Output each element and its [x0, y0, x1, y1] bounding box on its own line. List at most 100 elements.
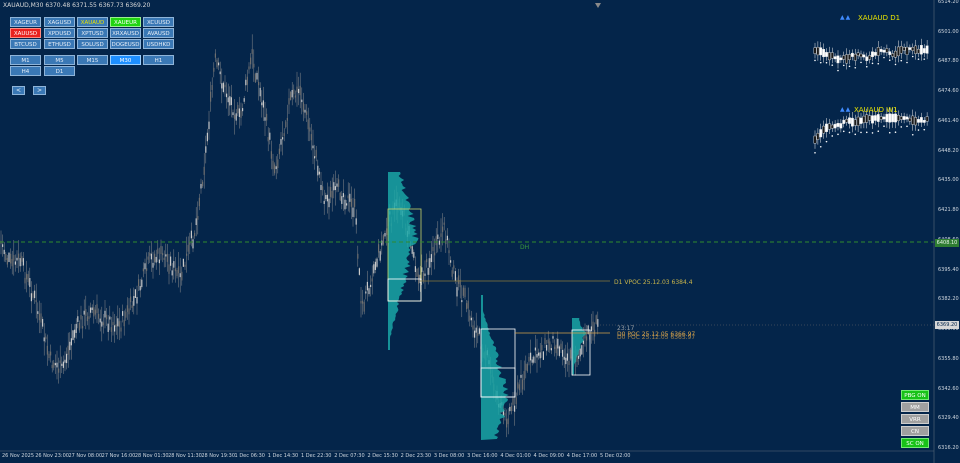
- symbol-button-btcusd[interactable]: BTCUSD: [10, 39, 41, 49]
- candle-body: [158, 259, 160, 264]
- candle-body: [237, 104, 239, 114]
- candle-body: [526, 363, 528, 372]
- timeframe-button-h1[interactable]: H1: [143, 55, 174, 65]
- mini-candle-body: [876, 114, 880, 122]
- nav-prev-button[interactable]: <: [12, 86, 25, 95]
- mm-button[interactable]: MM: [901, 402, 929, 412]
- candle-body: [443, 222, 445, 225]
- mini-indicator-dot: [837, 69, 839, 72]
- mini-candle-body: [873, 115, 877, 121]
- vrr-button[interactable]: VRR: [901, 414, 929, 424]
- symbol-button-solusd[interactable]: SOLUSD: [77, 39, 108, 49]
- candle-body: [104, 310, 106, 318]
- candle-body: [168, 264, 170, 274]
- candle-body: [157, 248, 159, 254]
- timeframe-button-m5[interactable]: M5: [44, 55, 75, 65]
- candle-body: [251, 49, 253, 54]
- candle-body: [267, 137, 269, 142]
- candle-body: [262, 100, 264, 108]
- candle-body: [352, 207, 354, 217]
- symbol-button-xageur[interactable]: XAGEUR: [10, 17, 41, 27]
- candles: [0, 34, 599, 438]
- symbol-button-xauaud[interactable]: XAUAUD: [77, 17, 108, 27]
- symbol-button-avausd[interactable]: AVAUSD: [143, 28, 174, 38]
- candle-body: [11, 258, 13, 267]
- candle-body: [531, 359, 533, 363]
- time-axis-label: 5 Dec 02:00: [600, 453, 631, 459]
- mini-indicator-dot: [883, 56, 885, 59]
- candle-body: [254, 73, 256, 83]
- candle-body: [429, 258, 431, 268]
- mini-candle-body: [888, 113, 892, 123]
- candle-body: [192, 239, 194, 249]
- candle-body: [274, 164, 276, 174]
- candle-body: [98, 313, 100, 319]
- candle-body: [282, 137, 284, 140]
- candle-body: [69, 341, 71, 351]
- candle-body: [146, 268, 148, 271]
- candle-body: [507, 418, 509, 425]
- symbol-button-xpdusd[interactable]: XPDUSD: [44, 28, 75, 38]
- candle-body: [90, 307, 92, 313]
- symbol-button-ethusd[interactable]: ETHUSD: [44, 39, 75, 49]
- candle-body: [437, 234, 439, 240]
- candle-body: [590, 326, 592, 332]
- symbol-button-xrxausd[interactable]: XRXAUSD: [110, 28, 141, 38]
- candle-body: [110, 327, 112, 332]
- symbol-button-xaueur[interactable]: XAUEUR: [110, 17, 141, 27]
- symbol-button-xagusd[interactable]: XAGUSD: [44, 17, 75, 27]
- candle-body: [245, 79, 247, 86]
- time-axis-label: 27 Nov 08:00: [68, 453, 103, 459]
- cn-button[interactable]: CN: [901, 426, 929, 436]
- time-axis-label: 28 Nov 01:30: [134, 453, 169, 459]
- symbol-button-usdhkd[interactable]: USDHKD: [143, 39, 174, 49]
- timeframe-button-m15[interactable]: M15: [77, 55, 108, 65]
- mini-indicator-dot: [819, 61, 822, 64]
- candle-body: [56, 362, 58, 368]
- candle-body: [296, 86, 298, 93]
- candle-body: [451, 270, 453, 277]
- time-axis-label: 4 Dec 01:00: [500, 453, 531, 459]
- timeframe-button-d1[interactable]: D1: [44, 66, 75, 76]
- mini-candle-body: [822, 49, 826, 58]
- mini-candle-body: [842, 55, 846, 60]
- candle-body: [579, 348, 581, 357]
- candle-body: [344, 199, 346, 210]
- symbol-button-dogeusd[interactable]: DOGEUSD: [110, 39, 141, 49]
- symbol-button-xauusd[interactable]: XAUUSD: [10, 28, 41, 38]
- candle-body: [502, 409, 504, 417]
- mini-indicator-dot: [814, 152, 816, 154]
- mini-candle-body: [919, 45, 923, 55]
- candle-body: [331, 190, 333, 199]
- candle-body: [74, 329, 76, 338]
- candle-body: [72, 330, 74, 341]
- candle-body: [200, 183, 202, 189]
- timeframe-button-m30[interactable]: M30: [110, 55, 141, 65]
- candle-body: [370, 284, 372, 287]
- mini-candle-body: [859, 117, 863, 124]
- sc-on-button[interactable]: SC ON: [901, 438, 929, 448]
- pbg-on-button[interactable]: PBG ON: [901, 390, 929, 400]
- candle-body: [125, 311, 127, 318]
- candle-body: [16, 257, 18, 261]
- mini-candle-body: [856, 116, 860, 126]
- mini-candle-body: [825, 52, 828, 57]
- symbol-button-xcuusd[interactable]: XCUUSD: [143, 17, 174, 27]
- collapse-triangle-icon[interactable]: [595, 3, 601, 8]
- nav-next-button[interactable]: >: [33, 86, 46, 95]
- timeframe-button-m1[interactable]: M1: [10, 55, 41, 65]
- timeframe-button-h4[interactable]: H4: [10, 66, 41, 76]
- mini-candle-body: [836, 55, 840, 64]
- candle-body: [182, 258, 184, 267]
- mini-candle-body: [853, 119, 857, 126]
- candle-body: [421, 267, 423, 273]
- symbol-button-xptusd[interactable]: XPTUSD: [77, 28, 108, 38]
- mini-indicator-dot: [894, 63, 897, 66]
- mini-candle-body: [850, 52, 854, 57]
- mini-candle-body: [822, 125, 826, 134]
- time-axis-label: 27 Nov 16:00: [101, 453, 136, 459]
- candle-body: [299, 85, 301, 96]
- candle-body: [59, 360, 61, 364]
- mini-candle-body: [885, 113, 889, 123]
